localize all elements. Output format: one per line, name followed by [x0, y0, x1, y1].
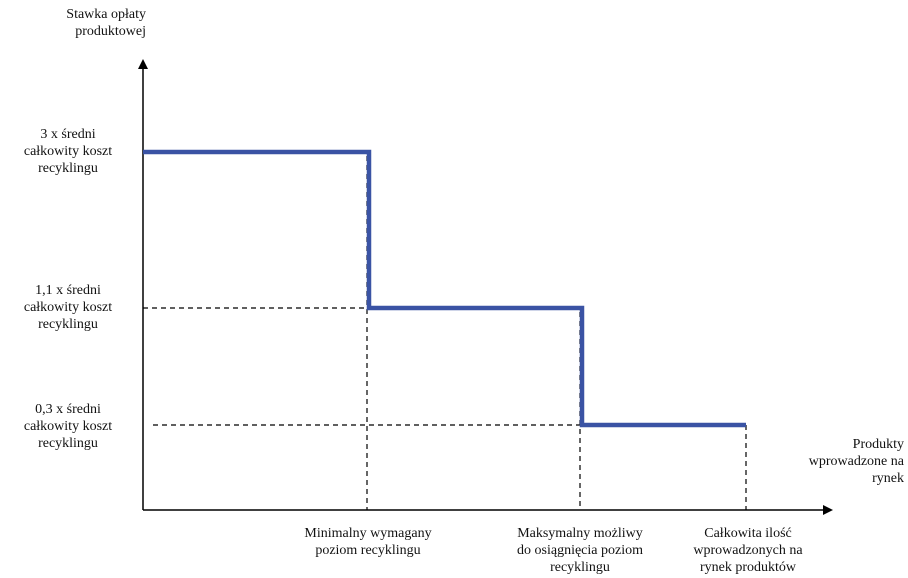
y-tick-label: 1,1 x średni całkowity koszt recyklingu — [23, 283, 113, 332]
y-axis-label: Stawka opłaty produktowej — [66, 7, 146, 39]
x-tick-label: Minimalny wymagany poziom recyklingu — [304, 526, 432, 558]
y-tick-label: 3 x średni całkowity koszt recyklingu — [23, 127, 113, 176]
x-axis-label: Produkty wprowadzone na rynek — [808, 437, 904, 486]
x-tick-label: Całkowita ilość wprowadzonych na rynek p… — [693, 526, 803, 575]
y-tick-label: 0,3 x średni całkowity koszt recyklingu — [23, 402, 113, 451]
x-tick-label: Maksymalny możliwy do osiągnięcia poziom… — [517, 526, 643, 575]
data-series-line — [143, 149, 746, 428]
